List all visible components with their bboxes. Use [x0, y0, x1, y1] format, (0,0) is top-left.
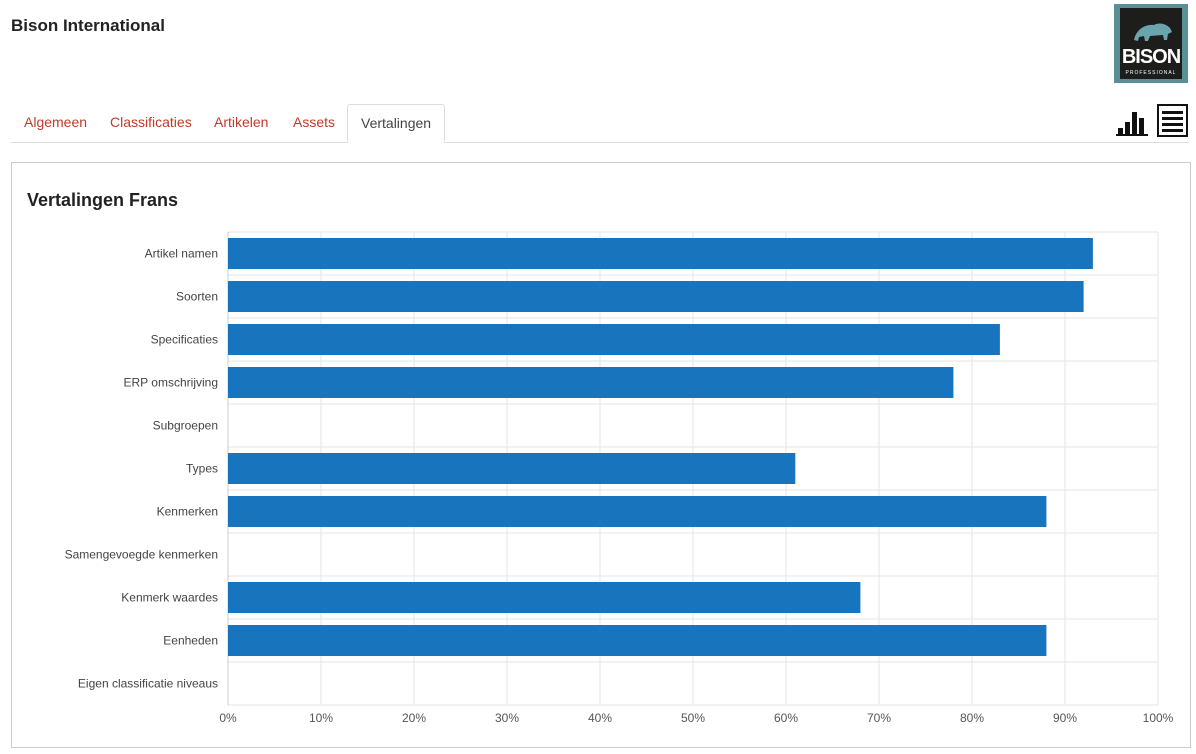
bar [228, 453, 796, 484]
tab-algemeen[interactable]: Algemeen [24, 114, 88, 130]
bar-chart: 0% 10% 20% 30% 40% 50% 60% 70% 80% 90% 100% Artikel… [65, 231, 1174, 725]
tab-vertalingen[interactable]: Vertalingen [347, 104, 446, 143]
bison-logo: BISON PROFESSIONAL [1114, 4, 1188, 83]
bar [228, 625, 1047, 656]
bar [228, 238, 1093, 269]
chart-panel: Vertalingen Frans 0% 10% 20% 30% 40% 50% 60% 70… [11, 162, 1191, 748]
tab-artikelen[interactable]: Artikelen [214, 114, 269, 130]
x-tick-label: 60% [774, 711, 798, 725]
category-label: Kenmerken [157, 505, 218, 519]
x-tick-label: 0% [219, 711, 237, 725]
view-toggle [1116, 104, 1190, 138]
tab-classificaties[interactable]: Classificaties [110, 114, 192, 130]
bar [228, 367, 954, 398]
category-label: ERP omschrijving [124, 376, 218, 390]
bar [228, 582, 861, 613]
category-label: Subgroepen [153, 419, 218, 433]
x-tick-label: 30% [495, 711, 519, 725]
x-tick-label: 80% [960, 711, 984, 725]
list-lines-icon [1162, 111, 1183, 132]
category-label: Kenmerk waardes [121, 591, 218, 605]
list-icon[interactable] [1157, 104, 1188, 137]
chart-title: Vertalingen Frans [27, 190, 179, 210]
category-label: Eigen classificatie niveaus [78, 677, 218, 691]
x-tick-label: 40% [588, 711, 612, 725]
category-label: Eenheden [163, 634, 218, 648]
category-label: Artikel namen [145, 247, 218, 261]
category-label: Samengevoegde kenmerken [65, 548, 218, 562]
x-tick-label: 100% [1143, 711, 1174, 725]
category-label: Types [186, 462, 218, 476]
x-tick-label: 90% [1053, 711, 1077, 725]
page-title: Bison International [11, 16, 165, 35]
tab-assets[interactable]: Assets [293, 114, 336, 130]
x-tick-label: 10% [309, 711, 333, 725]
bar-chart-icon[interactable] [1116, 110, 1148, 138]
logo-subtext: PROFESSIONAL [1125, 70, 1177, 76]
x-tick-label: 50% [681, 711, 705, 725]
x-tick-label: 70% [867, 711, 891, 725]
tab-bar: Algemeen Classificaties Artikelen Assets… [11, 104, 1189, 143]
bar [228, 281, 1084, 312]
logo-text: BISON [1121, 46, 1181, 68]
category-label: Specificaties [151, 333, 218, 347]
bison-animal-icon [1134, 23, 1172, 41]
category-label: Soorten [176, 290, 218, 304]
bar [228, 496, 1047, 527]
bar [228, 324, 1000, 355]
x-tick-label: 20% [402, 711, 426, 725]
